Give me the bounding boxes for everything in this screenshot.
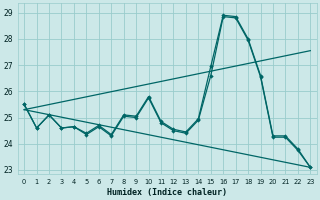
X-axis label: Humidex (Indice chaleur): Humidex (Indice chaleur)	[107, 188, 227, 197]
